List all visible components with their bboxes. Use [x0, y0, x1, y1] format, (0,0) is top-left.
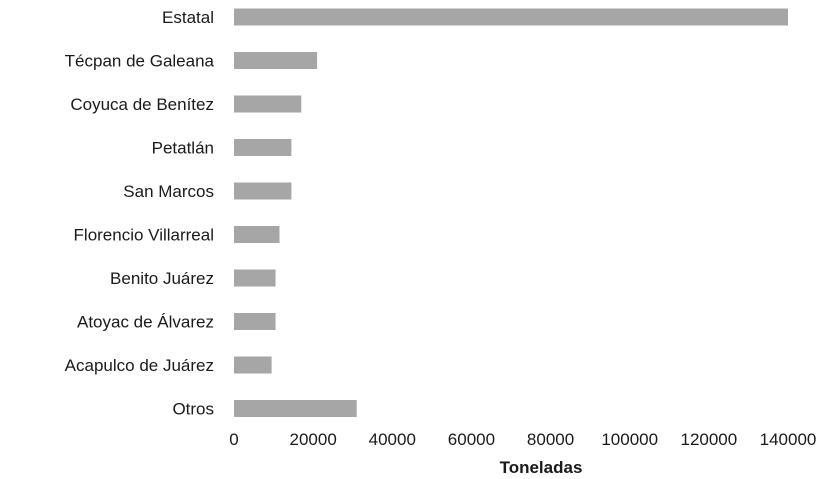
bar-5: [234, 226, 280, 243]
category-label-0: Estatal: [162, 8, 214, 27]
bar-9: [234, 400, 357, 417]
category-label-4: San Marcos: [123, 182, 214, 201]
category-labels-group: Estatal Técpan de Galeana Coyuca de Beníte…: [65, 8, 215, 419]
bar-3: [234, 139, 292, 156]
bar-0: [234, 8, 788, 26]
x-tick-label-5: 100000: [601, 430, 658, 449]
x-tick-label-0: 0: [229, 430, 238, 449]
bar-2: [234, 95, 302, 113]
bar-4: [234, 182, 292, 200]
category-label-5: Florencio Villarreal: [74, 226, 214, 245]
category-label-8: Acapulco de Juárez: [65, 356, 214, 375]
x-tick-label-3: 60000: [448, 430, 495, 449]
bar-1: [234, 52, 318, 69]
x-axis-title: Toneladas: [500, 458, 583, 477]
category-label-1: Técpan de Galeana: [65, 52, 215, 71]
x-tick-labels-group: 0 20000 40000 60000 80000 100000 120000 140000: [229, 430, 816, 449]
category-label-9: Otros: [172, 400, 214, 419]
x-tick-label-7: 140000: [760, 430, 817, 449]
category-label-2: Coyuca de Benítez: [70, 95, 214, 114]
x-tick-label-4: 80000: [527, 430, 574, 449]
x-tick-label-2: 40000: [369, 430, 416, 449]
bar-7: [234, 313, 276, 330]
x-tick-label-1: 20000: [290, 430, 337, 449]
category-label-3: Petatlán: [152, 139, 214, 158]
category-label-6: Benito Juárez: [110, 269, 214, 288]
bars-group: [234, 8, 788, 417]
bar-6: [234, 269, 276, 287]
x-tick-label-6: 120000: [680, 430, 737, 449]
category-label-7: Atoyac de Álvarez: [77, 313, 214, 332]
bar-8: [234, 356, 272, 374]
